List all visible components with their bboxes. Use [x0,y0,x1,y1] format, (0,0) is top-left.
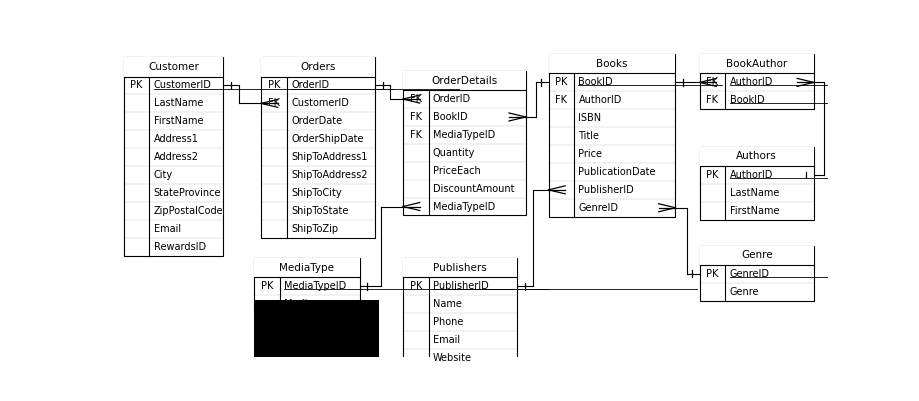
Text: MediaTypeID: MediaTypeID [433,130,494,140]
Text: PriceEach: PriceEach [433,166,481,176]
Text: Title: Title [578,131,599,141]
Text: MediaTypeID: MediaTypeID [433,202,494,211]
Bar [698,54,813,109]
Text: Phone: Phone [433,317,463,327]
Text: Website: Website [433,353,471,363]
Text: StateProvince: StateProvince [153,188,221,198]
Text: AuthorID: AuthorID [578,95,621,105]
Text: FK: FK [410,94,422,104]
Text: PublisherID: PublisherID [578,185,633,195]
Text: GenreID: GenreID [578,203,618,213]
Text: GenreID: GenreID [729,269,769,279]
Text: Quantity: Quantity [433,148,475,158]
Text: RewardsID: RewardsID [153,242,206,252]
Bar [403,258,516,277]
Text: MediaType: MediaType [279,263,334,273]
Text: PK: PK [706,269,718,279]
Text: OrderDate: OrderDate [290,116,342,126]
Bar [698,147,813,220]
Bar [254,258,359,313]
Text: Books: Books [596,59,627,69]
Text: Publishers: Publishers [433,263,486,273]
Bar [403,258,516,367]
Text: PK: PK [267,81,280,91]
Text: PK: PK [554,77,567,87]
Bar [698,54,813,73]
Text: ZipPostalCode: ZipPostalCode [153,206,223,216]
Text: FirstName: FirstName [153,116,203,126]
Text: City: City [153,170,173,180]
Text: Email: Email [153,224,180,234]
Text: FK: FK [410,130,422,140]
Bar [123,57,223,255]
Text: ISBN: ISBN [578,113,601,123]
Text: Price: Price [578,149,602,159]
Text: OrderID: OrderID [290,81,329,91]
Text: ShipToAddress2: ShipToAddress2 [290,170,368,180]
Bar [548,54,675,217]
Text: OrderID: OrderID [433,94,471,104]
Text: OrderDetails: OrderDetails [431,75,497,85]
Text: CustomerID: CustomerID [153,81,211,91]
Bar [261,57,375,77]
Text: Authors: Authors [735,152,777,162]
Bar [254,258,359,277]
Text: Name: Name [433,299,461,309]
Text: FK: FK [706,77,718,87]
Text: CustomerID: CustomerID [290,98,348,108]
Text: Email: Email [433,335,460,345]
Text: Genre: Genre [740,250,772,260]
Text: LastName: LastName [153,98,203,108]
Text: AuthorID: AuthorID [729,77,772,87]
Bar [261,57,375,238]
Text: FK: FK [410,112,422,122]
Text: PublisherID: PublisherID [433,281,488,291]
Text: ShipToCity: ShipToCity [290,188,341,198]
Text: PK: PK [706,170,718,180]
Text: MediaTypeID: MediaTypeID [284,281,346,291]
Text: AuthorID: AuthorID [729,170,772,180]
Text: FirstName: FirstName [729,206,778,216]
Text: LastName: LastName [729,188,778,198]
Text: ShipToZip: ShipToZip [290,224,338,234]
Text: Media: Media [284,299,313,309]
Bar [403,71,525,90]
Text: Orders: Orders [301,62,335,72]
Text: ShipToState: ShipToState [290,206,348,216]
Text: BookID: BookID [729,95,764,105]
Bar [548,54,675,73]
Text: FK: FK [555,95,567,105]
Text: Customer: Customer [148,62,199,72]
Text: PK: PK [130,81,142,91]
Text: PK: PK [260,281,273,291]
Text: PK: PK [409,281,422,291]
Text: OrderShipDate: OrderShipDate [290,134,363,144]
Text: DiscountAmount: DiscountAmount [433,184,514,194]
Bar [123,57,223,77]
Text: BookID: BookID [578,77,612,87]
Bar [254,300,379,357]
Text: FK: FK [267,98,279,108]
Text: BookAuthor: BookAuthor [725,59,787,69]
Bar [698,147,813,166]
Text: Address2: Address2 [153,152,199,162]
Text: PublicationDate: PublicationDate [578,167,655,177]
Text: ShipToAddress1: ShipToAddress1 [290,152,367,162]
Text: BookID: BookID [433,112,467,122]
Bar [698,246,813,265]
Text: Address1: Address1 [153,134,199,144]
Bar [403,71,525,215]
Bar [698,246,813,301]
Text: Genre: Genre [729,287,758,297]
Text: FK: FK [706,95,718,105]
